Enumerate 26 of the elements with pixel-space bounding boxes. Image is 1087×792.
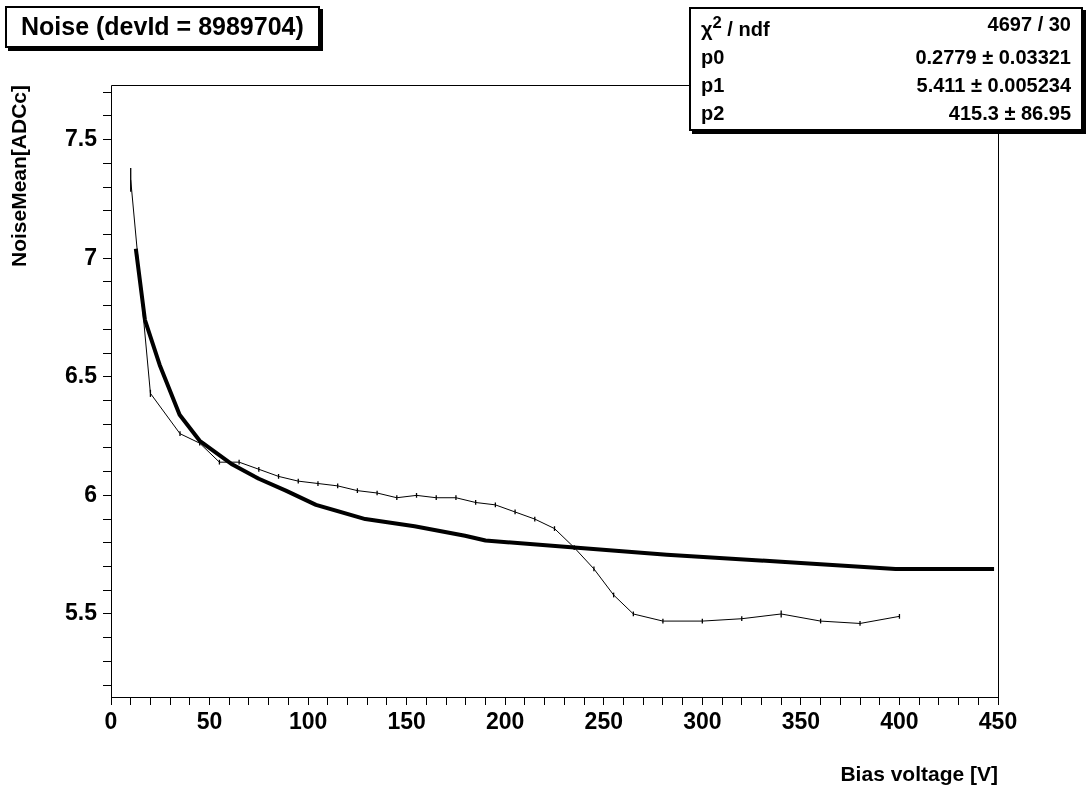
y-tick-label: 6: [84, 480, 97, 507]
chart-title: Noise (devId = 8989704): [5, 6, 320, 48]
y-tick-label: 5.5: [65, 599, 98, 626]
x-tick-label: 250: [584, 708, 623, 735]
y-axis-title: NoiseMean[ADCc]: [7, 85, 31, 268]
x-tick-label: 50: [196, 708, 223, 735]
y-tick-label: 7: [84, 243, 97, 270]
annotation: 415.3 ± 86.95: [947, 101, 1071, 125]
text: 4697 / 30: [986, 13, 1071, 37]
x-tick-label: 350: [781, 708, 821, 735]
x-axis-title: Bias voltage [V]: [840, 762, 998, 786]
text: 0.2779 ± 0.03321: [914, 45, 1071, 69]
x-tick-label: 400: [880, 708, 919, 735]
annotation: p2: [701, 101, 726, 125]
x-tick-label: 450: [978, 708, 1018, 735]
x-tick-label: 200: [486, 708, 525, 735]
y-tick-label: 6.5: [65, 362, 98, 389]
text: χ$^{2}$ / ndf: [701, 13, 770, 41]
y-tick-label: 7.5: [65, 124, 98, 151]
x-tick-label: 0: [104, 708, 118, 735]
x-tick-label: 150: [387, 708, 426, 735]
text: p0: [701, 45, 726, 69]
annotation: p1: [701, 73, 726, 97]
x-tick-label: 100: [288, 708, 328, 735]
x-tick-label: 300: [683, 708, 722, 735]
annotation: 5.411 ± 0.005234: [915, 73, 1071, 97]
